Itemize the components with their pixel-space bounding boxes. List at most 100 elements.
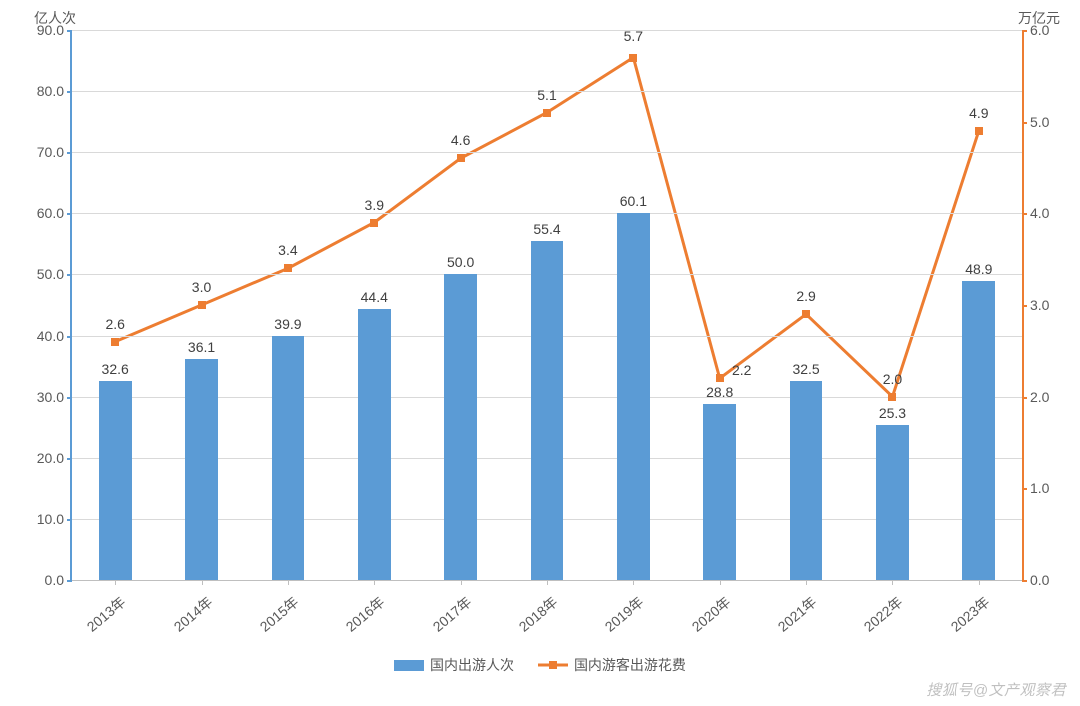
- line-value-label: 3.0: [177, 279, 227, 295]
- line-value-label: 4.9: [954, 105, 1004, 121]
- line-marker: [457, 154, 465, 162]
- line-marker: [198, 301, 206, 309]
- x-tick: [115, 580, 116, 585]
- bar: [444, 274, 477, 580]
- legend-bar-label: 国内出游人次: [430, 655, 514, 675]
- bar: [99, 381, 132, 580]
- legend-line-label: 国内游客出游花费: [574, 655, 686, 675]
- x-tick: [720, 580, 721, 585]
- y2-tick-label: 4.0: [1030, 205, 1049, 221]
- y2-tick-label: 6.0: [1030, 22, 1049, 38]
- x-tick: [288, 580, 289, 585]
- y1-tick-label: 30.0: [37, 389, 64, 405]
- x-category-label: 2019年: [601, 592, 648, 636]
- x-category-label: 2022年: [860, 592, 907, 636]
- bar: [272, 336, 305, 580]
- tourism-chart: 亿人次 万亿元 0.010.020.030.040.050.060.070.08…: [0, 0, 1080, 706]
- bar: [531, 241, 564, 580]
- x-tick: [547, 580, 548, 585]
- line-value-label: 2.0: [867, 371, 917, 387]
- plot-area: 0.010.020.030.040.050.060.070.080.090.00…: [70, 30, 1024, 581]
- bar: [358, 309, 391, 580]
- y1-tick-label: 0.0: [45, 572, 64, 588]
- x-tick: [633, 580, 634, 585]
- y2-tick-label: 5.0: [1030, 114, 1049, 130]
- y1-tick-label: 20.0: [37, 450, 64, 466]
- x-tick: [202, 580, 203, 585]
- y1-tick: [67, 519, 72, 521]
- x-tick: [374, 580, 375, 585]
- bar: [790, 381, 823, 580]
- x-category-label: 2018年: [514, 592, 561, 636]
- line-marker: [975, 127, 983, 135]
- bar: [962, 281, 995, 580]
- y2-tick: [1022, 30, 1027, 32]
- line-value-label: 2.6: [90, 316, 140, 332]
- gridline: [72, 213, 1022, 214]
- line-value-label: 5.7: [608, 28, 658, 44]
- x-category-label: 2023年: [946, 592, 993, 636]
- bar-value-label: 50.0: [431, 254, 491, 270]
- y1-tick: [67, 213, 72, 215]
- x-category-label: 2015年: [255, 592, 302, 636]
- legend-line-swatch: [538, 660, 568, 671]
- bar-value-label: 55.4: [517, 221, 577, 237]
- y2-tick: [1022, 488, 1027, 490]
- y1-tick-label: 10.0: [37, 511, 64, 527]
- line-marker: [111, 338, 119, 346]
- y1-tick: [67, 336, 72, 338]
- y1-tick: [67, 397, 72, 399]
- line-marker: [802, 310, 810, 318]
- x-category-label: 2017年: [428, 592, 475, 636]
- y2-tick-label: 0.0: [1030, 572, 1049, 588]
- y1-tick: [67, 152, 72, 154]
- y1-tick-label: 80.0: [37, 83, 64, 99]
- line-value-label: 2.9: [781, 288, 831, 304]
- watermark: 搜狐号@文产观察君: [926, 679, 1066, 700]
- bar-value-label: 60.1: [603, 193, 663, 209]
- bar-value-label: 36.1: [172, 339, 232, 355]
- y1-tick: [67, 30, 72, 32]
- y1-tick: [67, 274, 72, 276]
- x-tick: [461, 580, 462, 585]
- legend-item-bar: 国内出游人次: [394, 655, 514, 675]
- line-value-label: 3.4: [263, 242, 313, 258]
- bar-value-label: 39.9: [258, 316, 318, 332]
- bar-value-label: 28.8: [690, 384, 750, 400]
- line-value-label: 5.1: [522, 87, 572, 103]
- y1-tick-label: 70.0: [37, 144, 64, 160]
- y2-tick: [1022, 213, 1027, 215]
- y2-tick-label: 3.0: [1030, 297, 1049, 313]
- y2-tick: [1022, 305, 1027, 307]
- x-category-label: 2021年: [773, 592, 820, 636]
- y1-tick-label: 40.0: [37, 328, 64, 344]
- bar: [876, 425, 909, 580]
- x-tick: [806, 580, 807, 585]
- y1-tick: [67, 580, 72, 582]
- y2-tick-label: 2.0: [1030, 389, 1049, 405]
- bar-value-label: 32.5: [776, 361, 836, 377]
- bar-value-label: 32.6: [85, 361, 145, 377]
- x-category-label: 2016年: [342, 592, 389, 636]
- y1-tick: [67, 91, 72, 93]
- y2-tick-label: 1.0: [1030, 480, 1049, 496]
- line-marker: [888, 393, 896, 401]
- y1-tick-label: 50.0: [37, 266, 64, 282]
- line-marker: [543, 109, 551, 117]
- y1-tick-label: 60.0: [37, 205, 64, 221]
- y2-tick: [1022, 580, 1027, 582]
- x-category-label: 2014年: [169, 592, 216, 636]
- x-tick: [892, 580, 893, 585]
- bar: [617, 213, 650, 580]
- bar-value-label: 48.9: [949, 261, 1009, 277]
- line-marker: [629, 54, 637, 62]
- legend-item-line: 国内游客出游花费: [538, 655, 686, 675]
- y1-tick-label: 90.0: [37, 22, 64, 38]
- bar-value-label: 25.3: [862, 405, 922, 421]
- line-marker: [284, 264, 292, 272]
- gridline: [72, 30, 1022, 31]
- x-tick: [979, 580, 980, 585]
- gridline: [72, 152, 1022, 153]
- line-value-label: 3.9: [349, 197, 399, 213]
- legend: 国内出游人次 国内游客出游花费: [0, 655, 1080, 675]
